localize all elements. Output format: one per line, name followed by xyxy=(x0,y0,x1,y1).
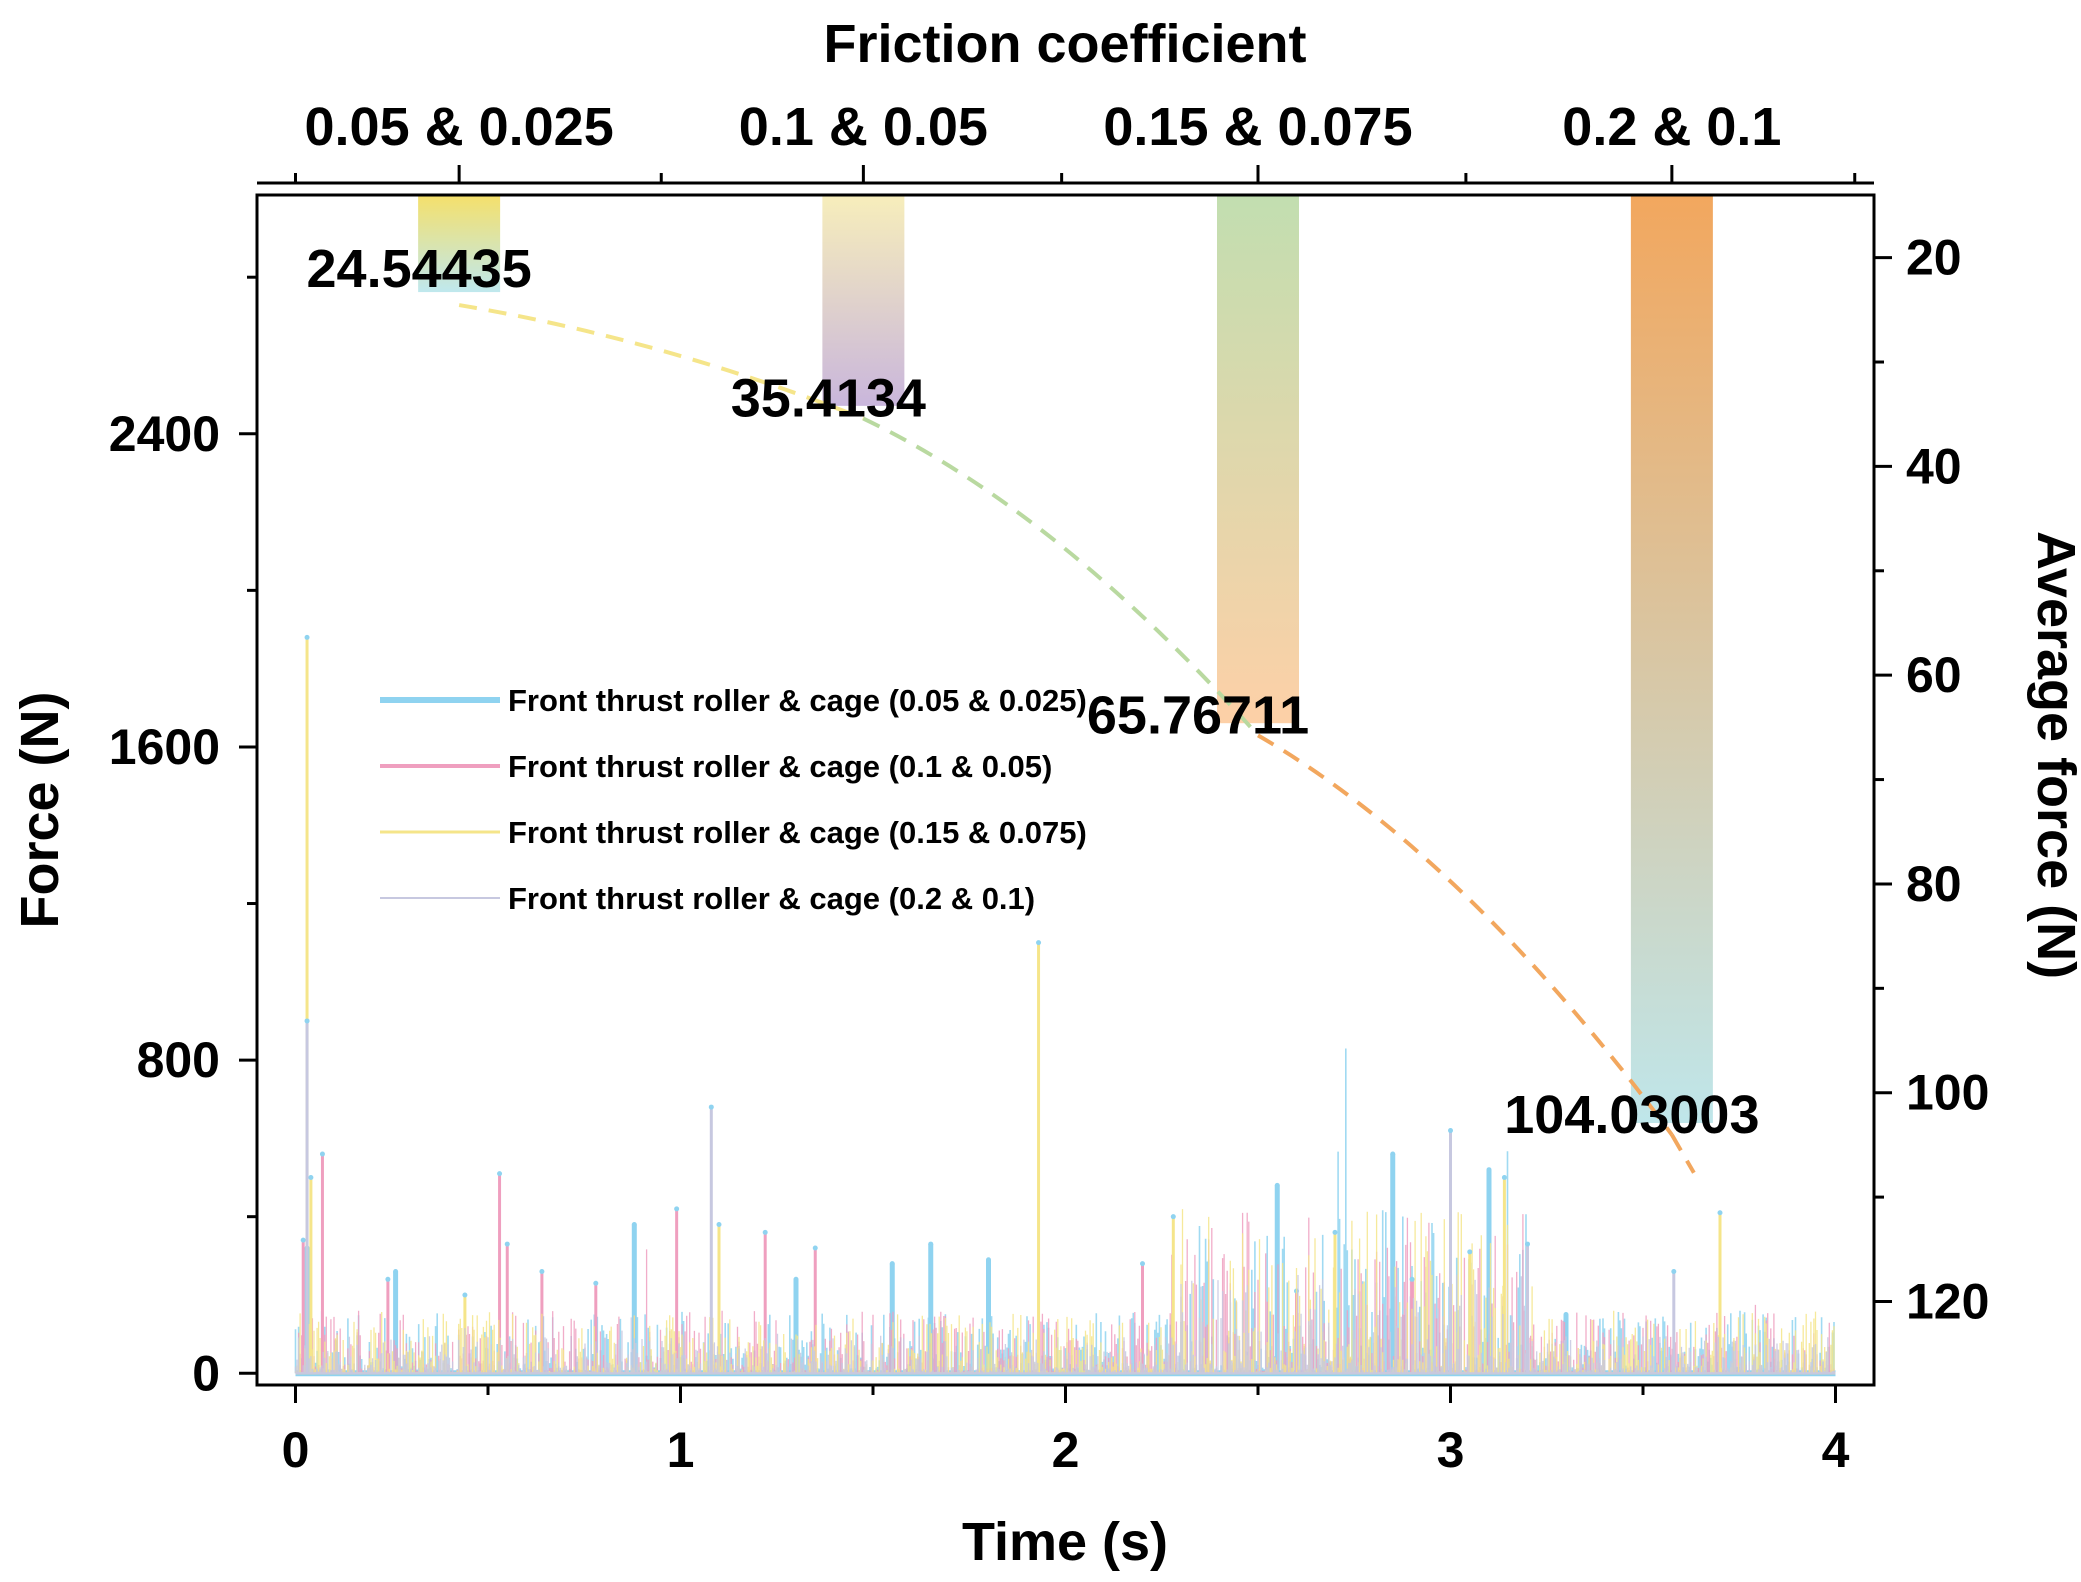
series-3 xyxy=(294,634,1836,1375)
top-tick-label: 0.2 & 0.1 xyxy=(1562,97,1781,157)
y-left-axis-title: Force (N) xyxy=(10,691,70,928)
peak-point xyxy=(631,1222,637,1228)
avg-label-0.15: 65.76711 xyxy=(1087,685,1309,745)
peak-point xyxy=(504,1241,510,1247)
peak-point xyxy=(1448,1128,1453,1134)
band-friction-0.15 xyxy=(1217,195,1299,724)
average-segment-3 xyxy=(1256,733,1674,1136)
peak-point xyxy=(304,634,310,640)
top-axis-title: Friction coefficient xyxy=(823,14,1306,74)
peak-point xyxy=(462,1292,468,1298)
x-tick-label: 2 xyxy=(1052,1422,1080,1478)
avg-label-0.2: 104.03003 xyxy=(1504,1085,1759,1145)
peak-point xyxy=(1332,1229,1338,1235)
peak-point xyxy=(497,1171,503,1177)
top-tick-label: 0.1 & 0.05 xyxy=(739,97,988,157)
peak-point xyxy=(300,1237,306,1243)
avg-label-0.1: 35.4134 xyxy=(731,369,926,429)
peak-point xyxy=(1409,1276,1415,1282)
peak-point xyxy=(928,1241,934,1247)
x-axis: 0 1 2 3 4 Time (s) xyxy=(282,1422,1850,1572)
peak-point xyxy=(716,1222,722,1228)
peak-point xyxy=(1036,940,1042,946)
y-right-tick-label: 100 xyxy=(1906,1065,1989,1121)
x-tick-label: 3 xyxy=(1437,1422,1465,1478)
peak-point xyxy=(1486,1167,1492,1173)
peak-point xyxy=(674,1206,680,1212)
y-right-axis-title: Average force (N) xyxy=(2026,531,2081,979)
legend-label: Front thrust roller & cage (0.2 & 0.1) xyxy=(508,881,1035,916)
y-right-tick-label: 120 xyxy=(1906,1273,1989,1329)
peak-point xyxy=(539,1268,545,1274)
band-friction-0.1 xyxy=(822,195,905,406)
x-tick-label: 1 xyxy=(667,1422,695,1478)
average-segment-1 xyxy=(458,303,865,421)
band-friction-0.2 xyxy=(1630,195,1713,1123)
peak-point xyxy=(319,1151,325,1157)
series-4 xyxy=(294,1018,1836,1375)
y-left-tick-label: 800 xyxy=(137,1032,220,1088)
peak-point xyxy=(1671,1268,1677,1274)
peak-point xyxy=(1274,1182,1280,1188)
peak-point xyxy=(812,1245,818,1251)
peak-point xyxy=(793,1276,799,1282)
top-axis: Friction coefficient 0.05 & 0.025 0.1 & … xyxy=(257,14,1874,185)
peak-point xyxy=(308,1175,314,1181)
y-right-tick-label: 60 xyxy=(1906,647,1962,703)
peak-point xyxy=(708,1104,714,1110)
peak-point xyxy=(1563,1312,1569,1318)
legend: Front thrust roller & cage (0.05 & 0.025… xyxy=(380,683,1087,916)
peak-point xyxy=(1140,1261,1145,1267)
x-tick-label: 0 xyxy=(282,1422,310,1478)
top-tick-label: 0.05 & 0.025 xyxy=(305,97,614,157)
average-annotations: 24.54435 35.4134 65.76711 104.03003 xyxy=(307,239,1760,1145)
peak-point xyxy=(593,1280,599,1286)
x-axis-title: Time (s) xyxy=(962,1512,1168,1572)
top-tick-label: 0.15 & 0.075 xyxy=(1103,97,1412,157)
band-friction-0.05 xyxy=(418,195,501,293)
peak-point xyxy=(304,1018,310,1024)
peak-point xyxy=(889,1261,895,1267)
peak-point xyxy=(1717,1210,1723,1216)
peak-point xyxy=(393,1268,399,1274)
y-right-tick-label: 20 xyxy=(1906,230,1962,286)
peak-point xyxy=(762,1229,768,1235)
peak-point xyxy=(1390,1151,1396,1157)
peak-point xyxy=(1467,1249,1473,1255)
avg-label-0.05: 24.54435 xyxy=(307,239,532,299)
y-right-tick-label: 80 xyxy=(1906,856,1962,912)
y-right-axis: 20 40 60 80 100 120 Average force (N) xyxy=(1906,230,2081,1330)
peak-point xyxy=(1170,1214,1176,1220)
legend-label: Front thrust roller & cage (0.05 & 0.025… xyxy=(508,683,1087,718)
peak-point xyxy=(1525,1241,1530,1247)
force-series xyxy=(294,634,1836,1377)
average-tail xyxy=(1670,1133,1696,1174)
peak-point xyxy=(1501,1175,1507,1181)
axis-ticks xyxy=(239,165,1892,1403)
legend-label: Front thrust roller & cage (0.15 & 0.075… xyxy=(508,815,1087,850)
peak-point xyxy=(986,1257,991,1263)
average-segment-2 xyxy=(862,416,1260,737)
y-left-axis: 0 800 1600 2400 Force (N) xyxy=(10,406,220,1401)
peak-point xyxy=(385,1276,391,1282)
x-tick-label: 4 xyxy=(1822,1422,1850,1478)
friction-bands xyxy=(418,195,1713,1123)
average-force-curve xyxy=(458,303,1696,1174)
y-right-tick-label: 40 xyxy=(1906,438,1962,494)
y-left-tick-label: 2400 xyxy=(109,406,220,462)
y-left-tick-label: 0 xyxy=(192,1345,220,1401)
y-left-tick-label: 1600 xyxy=(109,719,220,775)
legend-label: Front thrust roller & cage (0.1 & 0.05) xyxy=(508,749,1052,784)
